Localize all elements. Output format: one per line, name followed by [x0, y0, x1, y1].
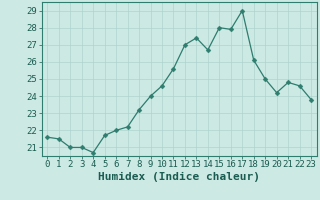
X-axis label: Humidex (Indice chaleur): Humidex (Indice chaleur): [98, 172, 260, 182]
